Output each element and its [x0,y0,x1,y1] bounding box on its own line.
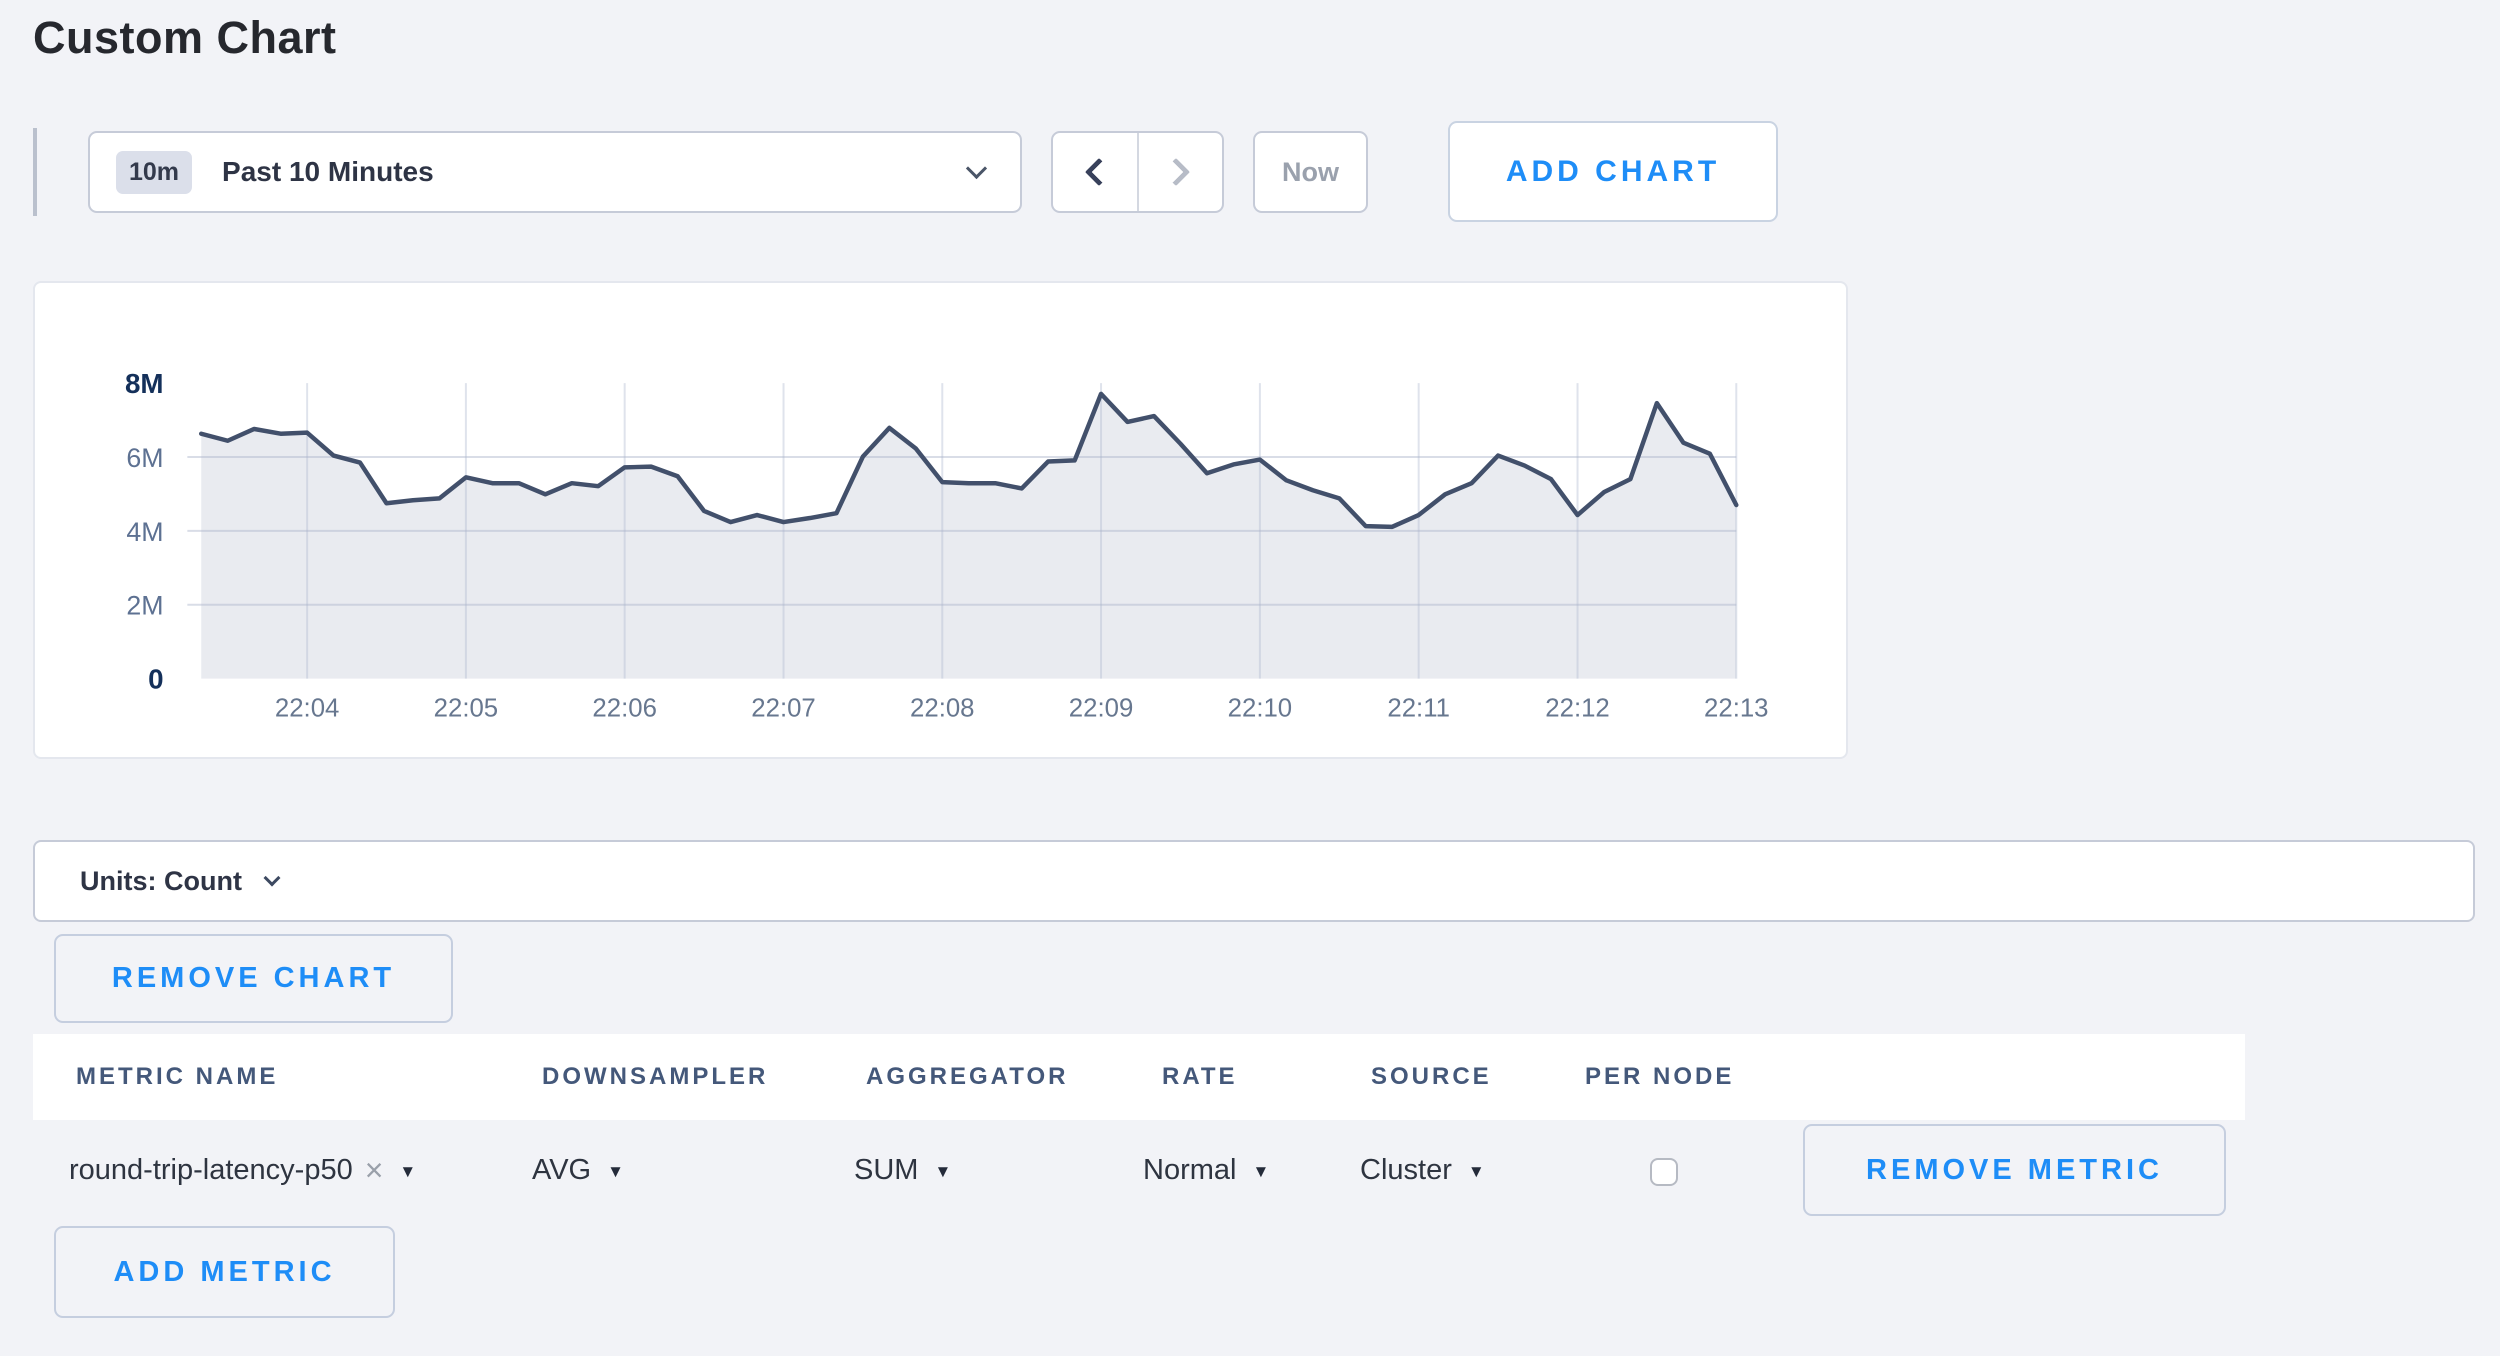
chevron-right-icon [1162,157,1191,187]
rate-value: Normal [1143,1153,1237,1186]
column-header-source: SOURCE [1371,1063,1492,1090]
aggregator-dropdown[interactable]: SUM ▼ [854,1148,951,1192]
svg-text:22:06: 22:06 [592,694,656,722]
now-button[interactable]: Now [1253,131,1368,213]
units-label: Units: Count [80,865,242,896]
timeseries-chart[interactable]: 22:04 22:05 22:06 22:07 22:08 22:09 22:10 22:11… [35,283,1846,757]
dropdown-caret-icon: ▼ [934,1162,952,1181]
chevron-down-icon [965,157,988,180]
svg-text:6M: 6M [126,443,163,473]
time-nav-group [1051,131,1224,213]
time-forward-button[interactable] [1136,133,1223,211]
svg-text:22:05: 22:05 [434,694,498,722]
downsampler-value: AVG [532,1153,592,1186]
source-dropdown[interactable]: Cluster ▼ [1360,1148,1485,1192]
chevron-left-icon [1084,157,1113,187]
dropdown-caret-icon: ▼ [607,1162,624,1181]
svg-text:22:11: 22:11 [1387,694,1450,722]
dropdown-caret-icon: ▼ [1252,1162,1270,1181]
svg-text:22:12: 22:12 [1545,694,1609,722]
dropdown-caret-icon: ▼ [399,1162,417,1181]
time-back-button[interactable] [1053,133,1137,211]
per-node-checkbox[interactable] [1650,1158,1678,1186]
metric-name-dropdown[interactable]: round-trip-latency-p50 × ▼ [69,1148,416,1192]
source-value: Cluster [1360,1153,1452,1186]
time-range-select[interactable]: 10m Past 10 Minutes [88,131,1022,213]
column-header-rate: RATE [1162,1063,1238,1090]
time-range-badge: 10m [116,150,193,194]
column-header-per-node: PER NODE [1585,1063,1735,1090]
time-range-label: Past 10 Minutes [222,156,434,187]
add-metric-button[interactable]: ADD METRIC [54,1226,395,1318]
page-title: Custom Chart [33,12,337,63]
svg-text:22:04: 22:04 [275,694,339,722]
remove-metric-button[interactable]: REMOVE METRIC [1803,1124,2226,1216]
remove-chart-button[interactable]: REMOVE CHART [54,934,453,1023]
column-header-aggregator: AGGREGATOR [866,1063,1069,1090]
metrics-table-header: METRIC NAME DOWNSAMPLER AGGREGATOR RATE … [33,1034,2245,1120]
svg-text:22:13: 22:13 [1704,694,1768,722]
svg-text:22:07: 22:07 [751,694,815,722]
aggregator-value: SUM [854,1153,919,1186]
dropdown-caret-icon: ▼ [1467,1162,1485,1181]
column-header-downsampler: DOWNSAMPLER [542,1063,769,1090]
toolbar-accent-bar [33,128,37,216]
svg-text:22:08: 22:08 [910,694,974,722]
svg-text:8M: 8M [125,368,164,399]
chevron-down-icon [263,869,281,886]
remove-tag-x-icon[interactable]: × [364,1152,384,1188]
metric-name-value: round-trip-latency-p50 [69,1153,353,1186]
rate-dropdown[interactable]: Normal ▼ [1143,1148,1269,1192]
svg-text:4M: 4M [126,517,163,547]
chart-card: 22:04 22:05 22:06 22:07 22:08 22:09 22:10 22:11… [33,281,1848,759]
downsampler-dropdown[interactable]: AVG ▼ [532,1148,624,1192]
units-dropdown[interactable]: Units: Count [33,840,2475,922]
svg-text:22:09: 22:09 [1069,694,1133,722]
svg-text:2M: 2M [126,591,163,621]
column-header-metric-name: METRIC NAME [76,1063,279,1090]
svg-text:22:10: 22:10 [1228,694,1292,722]
svg-text:0: 0 [148,664,163,695]
add-chart-button[interactable]: ADD CHART [1448,121,1778,222]
